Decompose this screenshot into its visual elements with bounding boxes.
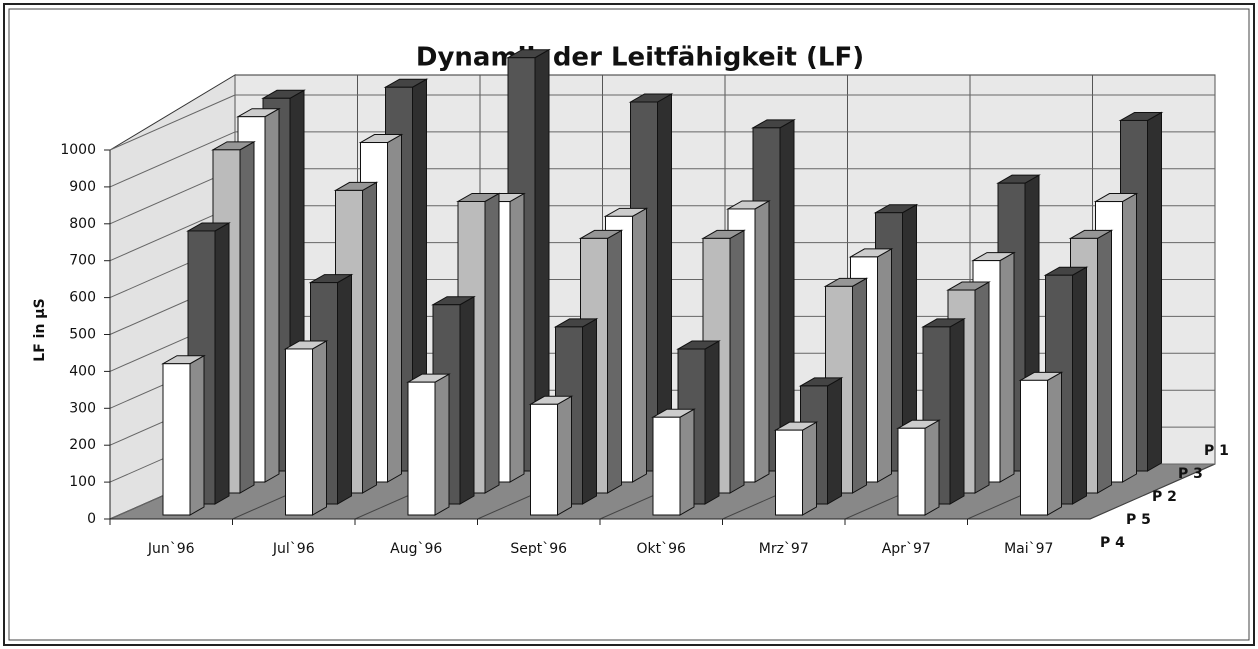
y-tick-label: 600 [69,290,96,306]
y-tick-label: 800 [69,216,96,232]
depth-label: P 1 [1204,443,1229,459]
bar-side [1122,192,1137,483]
y-tick-label: 400 [69,363,96,379]
bar-side [484,192,500,494]
y-tick-label: 700 [69,253,96,269]
bar [897,427,926,516]
bar-side [1147,111,1162,472]
bar-side [852,277,867,494]
bar [652,416,681,516]
x-tick-label: Sept`96 [510,541,567,557]
y-tick-label: 300 [69,400,96,416]
bar-side [754,200,770,483]
bar-side [974,281,990,494]
x-tick-label: Mrz`97 [759,541,809,557]
bar-side [264,107,280,483]
bar [162,363,191,516]
x-tick-label: Okt`96 [637,541,687,557]
bar [530,403,558,516]
bar-side [387,133,402,483]
bar-side [802,421,817,516]
bar-side [312,340,327,516]
bar [407,381,436,516]
bar-side [1047,371,1062,516]
bar-side [189,354,205,516]
bar-side [632,207,647,483]
x-tick-label: Apr`97 [882,541,931,557]
depth-label: P 3 [1178,466,1203,482]
bar-side [582,318,597,505]
y-tick-label: 1000 [60,142,96,158]
bar-side [679,408,695,516]
x-tick-label: Jul`96 [272,541,315,557]
depth-label: P 5 [1126,512,1151,528]
bar-side [214,222,230,505]
bar-side [1072,266,1087,505]
y-tick-label: 100 [69,474,96,490]
bar-side [924,419,940,516]
bar-side [779,118,795,472]
bar-side [239,140,255,494]
bar [775,429,803,516]
bar-side [509,192,525,483]
x-tick-label: Mai`97 [1004,541,1053,557]
y-tick-label: 500 [69,327,96,343]
x-tick-label: Jun`96 [147,541,195,557]
y-tick-label: 200 [69,437,96,453]
y-axis-label: LF in µS [32,298,48,361]
chart-title: Dynamik der Leitfähigkeit (LF) [416,43,864,73]
bar [1020,379,1048,516]
y-tick-label: 900 [69,179,96,195]
inner-frame [8,8,1250,641]
bar-side [1097,229,1112,494]
bar [285,348,313,516]
grid-line [109,94,236,151]
floor-divider [1089,463,1216,520]
bar-side [337,273,352,505]
x-tick-label: Aug`96 [390,541,442,557]
bar-side [704,340,720,505]
bar-side [729,229,745,494]
bar-side [877,248,892,483]
bar-side [827,377,842,505]
bar-side [459,295,475,505]
bar-side [434,373,450,516]
bar-side [607,229,622,494]
depth-label: P 2 [1152,489,1177,505]
bar-side [949,318,965,505]
bar-side [999,251,1015,483]
grid-line [109,131,236,188]
y-tick-label: 0 [87,511,96,527]
depth-label: P 4 [1100,535,1125,551]
bar-side [557,395,572,516]
bar-side [362,181,377,494]
bars [161,48,1164,516]
